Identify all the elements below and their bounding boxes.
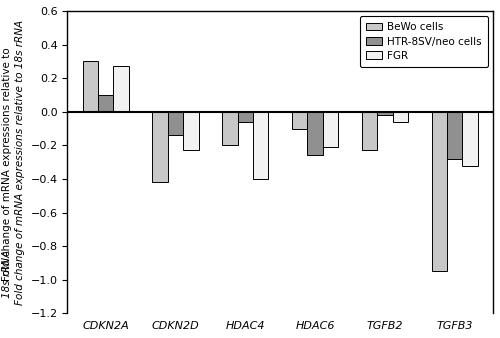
Bar	[323, 112, 338, 147]
Bar	[183, 112, 198, 150]
Bar	[222, 112, 238, 145]
Bar	[432, 112, 447, 271]
Bar	[253, 112, 268, 179]
Y-axis label: Fold change of mRNA expressions relative to 18s rRNA: Fold change of mRNA expressions relative…	[15, 20, 25, 305]
Bar	[377, 112, 392, 115]
Bar	[392, 112, 408, 122]
Bar	[462, 112, 477, 166]
Legend: BeWo cells, HTR-8SV/neo cells, FGR: BeWo cells, HTR-8SV/neo cells, FGR	[360, 16, 488, 67]
Bar	[82, 62, 98, 112]
Bar	[168, 112, 183, 135]
Bar	[152, 112, 168, 182]
Bar	[362, 112, 377, 150]
Bar	[98, 95, 114, 112]
Bar	[308, 112, 323, 155]
Bar	[114, 66, 128, 112]
Text: 18s rRNA: 18s rRNA	[2, 250, 12, 298]
Text: Fold change of mRNA expressions relative to: Fold change of mRNA expressions relative…	[2, 44, 12, 281]
Bar	[292, 112, 308, 128]
Bar	[447, 112, 462, 159]
Bar	[238, 112, 253, 122]
